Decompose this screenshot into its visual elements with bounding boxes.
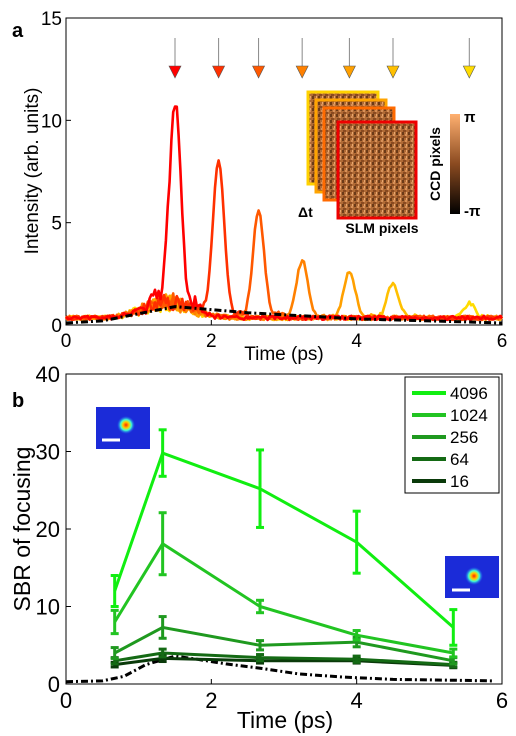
focus-spot-inset-right [445,556,499,598]
series-line [115,453,454,627]
panel-a-arrows [169,38,475,78]
x-tick-label: 0 [61,331,72,352]
panel-b-label: b [12,390,24,412]
y-tick-label: 10 [41,111,62,132]
inset-stack [308,92,416,218]
x-tick-label: 0 [60,688,72,713]
x-tick-label: 2 [205,688,217,713]
y-tick-label: 40 [36,362,60,387]
arrow-head [387,66,399,78]
y-tick-label: 0 [48,672,60,697]
y-tick-label: 5 [51,214,62,235]
x-tick-label: 6 [496,688,508,713]
legend-label: 64 [450,450,469,469]
inset-colorbar [450,114,460,214]
arrow-head [463,66,475,78]
series-line [115,544,454,653]
y-tick-label: 30 [36,440,60,465]
inset-colorbar-max: π [464,109,476,126]
arrow-head [169,66,181,78]
inset-ccd-label: CCD pixels [427,127,443,201]
arrow-head [343,66,355,78]
x-tick-label: 4 [351,688,363,713]
arrow-head [253,66,265,78]
panel-b-x-axis-label: Time (ps) [237,707,333,733]
panel-a-y-axis-label: Intensity (arb. units) [22,88,43,255]
legend-label: 1024 [450,406,488,425]
legend-label: 4096 [450,384,488,403]
legend: 4096 1024 256 64 16 [405,377,499,493]
focus-spot-inset-left [96,407,150,449]
inset-colorbar-min: -π [464,203,481,220]
legend-label: 256 [450,428,478,447]
y-tick-label: 15 [41,9,62,30]
inset-slm-label: SLM pixels [345,220,418,236]
x-tick-label: 4 [351,331,362,352]
inset-dt-label: Δt [298,204,313,220]
panel-b-y-axis-label: SBR of focusing [9,447,35,612]
panel-a-x-axis-label: Time (ps) [244,344,324,365]
y-tick-label: 20 [36,517,60,542]
intensity-curve [66,211,502,320]
inset-slm-ccd: π -π CCD pixels SLM pixels Δt [298,92,481,236]
arrow-head [296,66,308,78]
y-tick-label: 10 [36,595,60,620]
x-tick-label: 6 [497,331,508,352]
panel-a-label: a [12,20,24,42]
arrow-head [213,66,225,78]
x-tick-label: 2 [206,331,217,352]
legend-label: 16 [450,472,469,491]
